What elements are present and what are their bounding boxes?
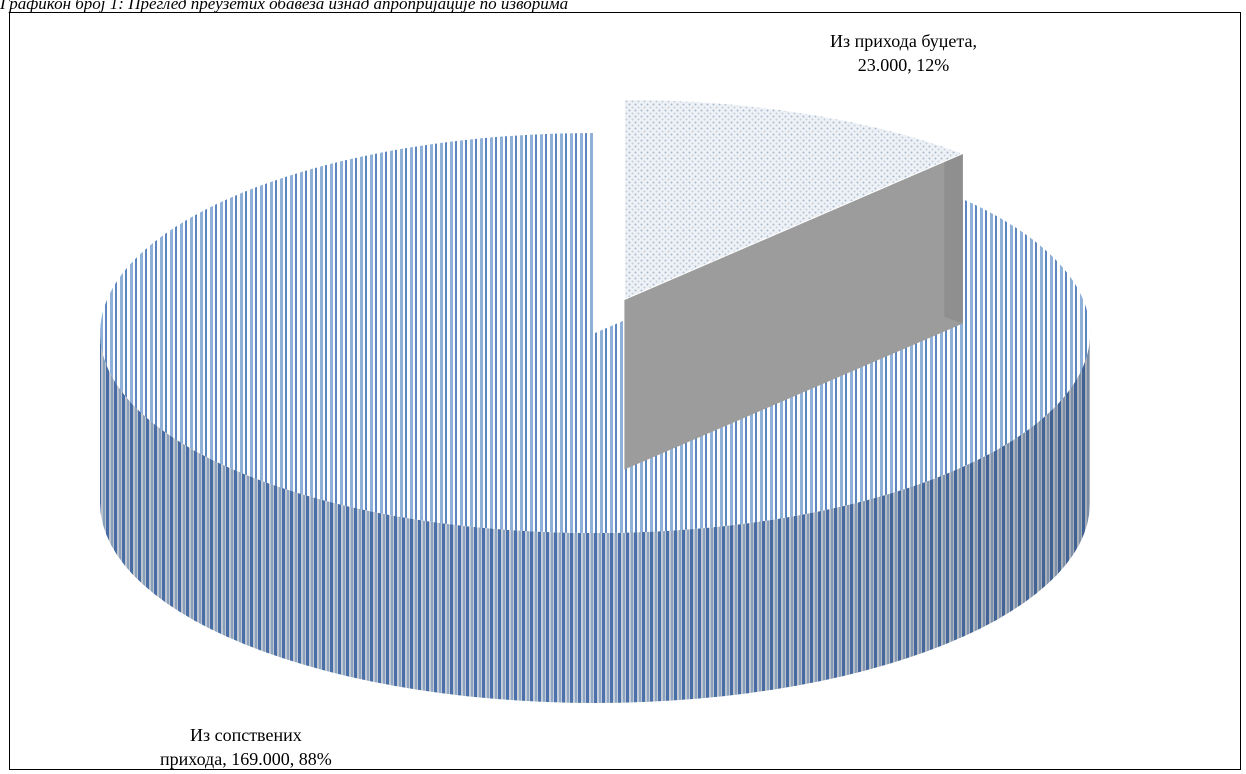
slice-label-own: Из сопствених прихода, 169.000, 88% [160, 723, 332, 771]
slice-label-own-line1: Из сопствених [189, 725, 302, 745]
pie-chart [100, 98, 1091, 703]
slice-own-side-shade [100, 333, 1090, 703]
chart-caption: Графикон број 1: Преглед преузетих обаве… [0, 0, 569, 13]
slice-label-budget-line1: Из прихода буџета, [830, 31, 977, 51]
slice-budget-top [623, 98, 965, 301]
slice-label-own-line2: прихода, 169.000, 88% [160, 749, 332, 769]
slice-label-budget: Из прихода буџета, 23.000, 12% [830, 29, 977, 77]
chart-frame: Из прихода буџета, 23.000, 12% Из сопств… [9, 12, 1241, 770]
slice-label-budget-line2: 23.000, 12% [857, 55, 950, 75]
slice-budget-side [944, 146, 963, 324]
slice-budget-cut [624, 153, 963, 470]
